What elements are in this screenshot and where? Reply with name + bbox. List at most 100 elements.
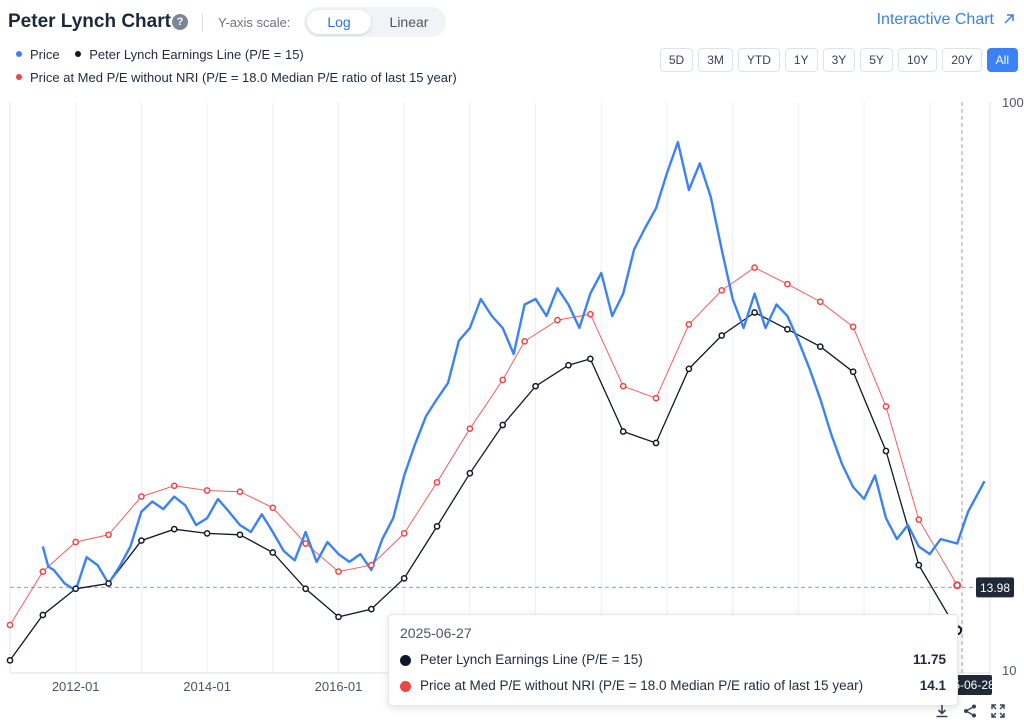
earnings-line-point xyxy=(882,447,890,455)
header-divider xyxy=(202,14,203,32)
range-10y-button[interactable]: 10Y xyxy=(897,48,938,72)
median-pe-point xyxy=(400,530,408,537)
legend-item-earnings-line[interactable]: Peter Lynch Earnings Line (P/E = 15) xyxy=(75,47,304,62)
median-pe-point xyxy=(554,316,561,324)
median-pe-point xyxy=(652,394,660,402)
median-pe-point xyxy=(619,382,627,390)
tooltip-dot xyxy=(400,681,411,692)
scale-log-button[interactable]: Log xyxy=(307,10,371,34)
interactive-chart-link[interactable]: Interactive Chart xyxy=(876,11,994,28)
earnings-line-point xyxy=(685,365,693,373)
page-title: Peter Lynch Chart xyxy=(8,11,171,32)
y-tick-label: 100 xyxy=(1002,95,1024,110)
median-pe-point xyxy=(685,321,693,328)
tooltip-row-median-pe: Price at Med P/E without NRI (P/E = 18.0… xyxy=(400,678,946,698)
download-icon[interactable] xyxy=(934,703,950,719)
median-pe-point xyxy=(849,323,857,331)
earnings-line-point xyxy=(203,530,211,537)
median-pe-point xyxy=(718,287,726,294)
x-tick-label: 2016-01 xyxy=(315,679,363,694)
earnings-line-point xyxy=(565,361,572,369)
earnings-line-point xyxy=(586,355,594,363)
earnings-line-point xyxy=(751,309,758,316)
range-ytd-button[interactable]: YTD xyxy=(737,48,780,72)
chart-tooltip: 2025-06-27 Peter Lynch Earnings Line (P/… xyxy=(388,614,958,706)
median-pe-point xyxy=(6,621,14,629)
earnings-line-point xyxy=(335,613,342,621)
median-pe-point xyxy=(953,581,962,590)
earnings-line-point xyxy=(170,525,178,533)
range-all-button[interactable]: All xyxy=(986,48,1018,72)
crosshair-price-label: 13.98 xyxy=(980,581,1010,595)
legend-item-median-pe[interactable]: Price at Med P/E without NRI (P/E = 18.0… xyxy=(16,70,457,85)
median-pe-point xyxy=(915,516,923,523)
median-pe-point xyxy=(170,482,178,490)
legend-item-price[interactable]: Price xyxy=(16,47,60,62)
earnings-line-point xyxy=(138,537,145,544)
earnings-line-point xyxy=(499,421,507,429)
median-pe-point xyxy=(302,540,309,547)
earnings-line-point xyxy=(6,656,14,664)
earnings-line-point xyxy=(72,585,80,593)
earnings-line-point xyxy=(619,428,627,435)
median-pe-point xyxy=(39,568,47,575)
scale-linear-button[interactable]: Linear xyxy=(389,14,429,30)
median-pe-point xyxy=(882,403,890,410)
peter-lynch-chart[interactable]: 100 10 2012-01 2014-01 2016-01 13.98 2025-06-2… xyxy=(0,92,1024,702)
median-pe-point xyxy=(269,504,277,512)
median-pe-point xyxy=(72,538,80,546)
median-pe-point xyxy=(236,488,244,496)
series-line-median-pe xyxy=(9,267,958,626)
range-20y-button[interactable]: 20Y xyxy=(942,48,982,72)
x-tick-label: 2012-01 xyxy=(52,679,100,694)
earnings-line-point xyxy=(915,561,923,569)
earnings-line-point xyxy=(39,611,47,619)
median-pe-point xyxy=(433,478,441,486)
median-pe-point xyxy=(521,337,528,345)
chart-toolbar xyxy=(930,703,1010,721)
earnings-line-point xyxy=(269,549,277,556)
earnings-line-point xyxy=(816,343,824,350)
earnings-line-point xyxy=(400,574,408,582)
earnings-line-point xyxy=(784,325,791,333)
time-range-selector: 5D 3M YTD 1Y 3Y 5Y 10Y 20Y All xyxy=(659,48,1018,72)
earnings-line-point xyxy=(718,332,726,339)
tooltip-value: 11.75 xyxy=(912,652,946,667)
tooltip-dot xyxy=(400,655,411,666)
earnings-line-point xyxy=(236,531,244,539)
median-pe-point xyxy=(367,561,375,569)
median-pe-point xyxy=(499,376,507,384)
earnings-line-point xyxy=(849,368,857,376)
tooltip-date: 2025-06-27 xyxy=(400,625,472,641)
median-pe-point xyxy=(138,493,145,500)
series-line-price xyxy=(41,140,986,592)
median-pe-point xyxy=(784,280,791,288)
share-icon[interactable] xyxy=(962,703,978,719)
median-pe-point xyxy=(335,568,342,575)
range-1y-button[interactable]: 1Y xyxy=(784,48,818,72)
median-pe-point xyxy=(751,264,758,271)
range-5y-button[interactable]: 5Y xyxy=(860,48,893,72)
external-arrow-icon[interactable] xyxy=(1002,12,1016,26)
tooltip-label: Peter Lynch Earnings Line (P/E = 15) xyxy=(420,652,643,667)
earnings-line-point xyxy=(652,439,660,447)
range-3y-button[interactable]: 3Y xyxy=(822,48,856,72)
earnings-line-point xyxy=(466,469,474,477)
legend-dot xyxy=(16,51,22,57)
series-line-earnings xyxy=(9,311,958,661)
earnings-line-point xyxy=(105,580,112,587)
earnings-line-point xyxy=(532,382,539,390)
range-5d-button[interactable]: 5D xyxy=(659,48,694,72)
median-pe-point xyxy=(816,298,824,306)
y-axis-scale-toggle: Log Linear xyxy=(304,7,446,37)
crosshair-price-tag xyxy=(976,577,1014,598)
chart-header: Peter Lynch Chart ? Y-axis scale: Log Li… xyxy=(0,0,1024,44)
legend-dot xyxy=(16,74,22,80)
help-icon[interactable]: ? xyxy=(172,14,188,30)
fullscreen-icon[interactable] xyxy=(990,703,1006,719)
range-3m-button[interactable]: 3M xyxy=(698,48,733,72)
y-axis-scale-label: Y-axis scale: xyxy=(218,15,291,30)
earnings-line-point xyxy=(367,605,375,613)
tooltip-label: Price at Med P/E without NRI (P/E = 18.0… xyxy=(420,678,864,693)
median-pe-point xyxy=(203,487,211,494)
